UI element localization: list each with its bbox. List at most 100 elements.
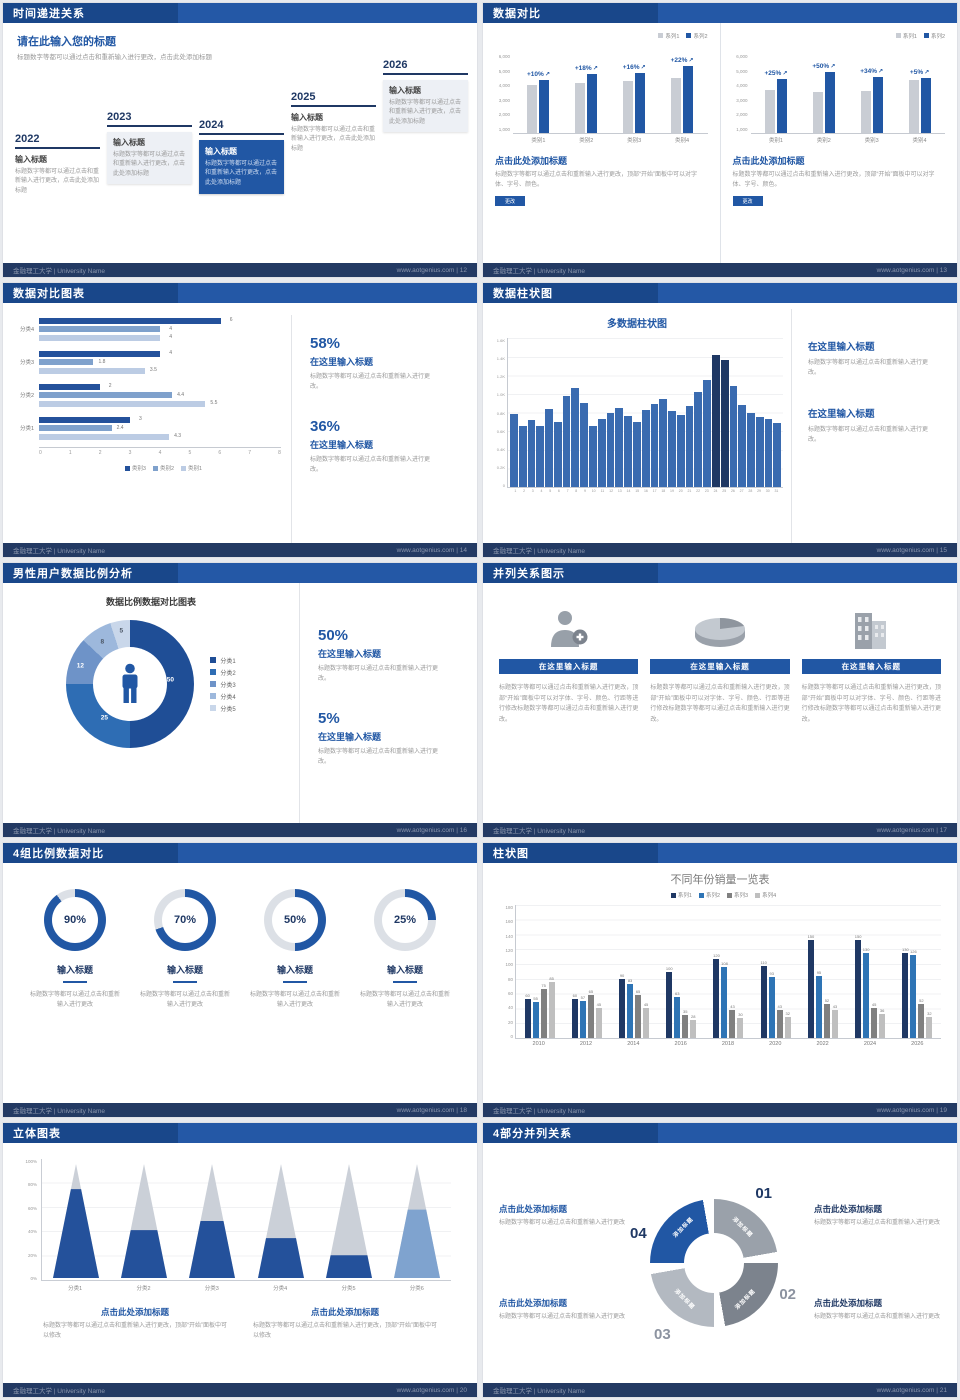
- percent-card: 25% 输入标题 标题数字等都可以通过点击和重新输入进行更改: [355, 889, 455, 1103]
- slide-title: 4部分并列关系: [493, 1128, 573, 1140]
- bar-chart: 1.6K 1.4K 1.2K 1.0K 0.8K 0.6K 0.4K 0.2K 0: [491, 338, 783, 488]
- x-tick-label: 11: [600, 489, 605, 493]
- x-tick-label: 3: [128, 450, 132, 456]
- slide-header: 数据对比: [483, 3, 957, 23]
- footer-university: 金融理工大学 | University Name: [493, 268, 585, 275]
- bar-column: 90: [619, 973, 626, 1038]
- legend-item: 系列4: [755, 891, 776, 899]
- slide-footer: 金融理工大学 | University Name www.aotgenius.c…: [3, 1103, 477, 1117]
- bar: [721, 967, 728, 1038]
- x-tick-label: 23: [704, 489, 709, 493]
- bar: [527, 419, 536, 487]
- y-tick-label: 1,000: [736, 126, 748, 132]
- bar: [703, 379, 711, 487]
- x-tick-label: 2: [523, 489, 526, 493]
- category-row: 分类3 4 1.8 3.5: [13, 348, 281, 376]
- slide-body: 请在此输入您的标题 标题数字等都可以通过点击和重新输入进行更改，点击此处添加标题…: [3, 23, 477, 263]
- column-desc: 标题数字等都可以通过点击和重新输入进行更改，顶部“开始”面板中可以对字体、字号、…: [499, 685, 639, 723]
- x-tick-label: 2010: [532, 1041, 545, 1047]
- bar-group: +22%↗: [661, 57, 704, 133]
- growth-label: +22%↗: [670, 57, 694, 64]
- arrow-up-icon: ↗: [878, 69, 884, 75]
- slide-footer: 金融理工大学 | University Name www.aotgenius.c…: [3, 263, 477, 277]
- legend-label: 分类3: [220, 682, 236, 689]
- ring: [650, 1199, 778, 1327]
- x-axis: 2010 2012 2014 2016 2018 2020 2022 2024 2026: [515, 1039, 941, 1047]
- column-desc: 标题数字等都可以通过点击和重新输入进行更改，顶部“开始”面板中可以对字体、字号、…: [801, 685, 941, 723]
- y-tick-label: 140: [505, 933, 513, 939]
- bar-column: 110: [760, 960, 767, 1038]
- footer-university: 金融理工大学 | University Name: [13, 268, 105, 275]
- column-heading-banner: 在这里输入标题: [650, 659, 790, 674]
- slide-header: 立体图表: [3, 1123, 477, 1143]
- bar-column: 83: [627, 978, 634, 1038]
- slide-header: 4组比例数据对比: [3, 843, 477, 863]
- bar: [910, 955, 917, 1038]
- bar: 4.3: [39, 433, 181, 440]
- category-label: 分类2: [19, 393, 34, 399]
- cone-shape: [53, 1164, 100, 1278]
- arrow-up-icon: ↗: [544, 72, 550, 78]
- y-tick-label: 0.8K: [496, 410, 505, 416]
- legend: 系列1 系列2: [495, 31, 708, 40]
- bar-column: 35: [682, 1009, 689, 1038]
- bar-group: 60 55 75 85: [524, 976, 555, 1038]
- block-desc: 标题数字等都可以通过点击和重新输入进行更改，顶部“开始”面板中可以修改: [253, 1323, 437, 1339]
- chart-title: 多数据柱状图: [607, 319, 667, 330]
- value-label: 60: [525, 993, 530, 998]
- slide-footer: 金融理工大学 | University Name www.aotgenius.c…: [3, 1383, 477, 1397]
- slide-title: 柱状图: [493, 848, 529, 860]
- slide-title: 时间递进关系: [13, 8, 85, 20]
- y-tick-label: 80: [507, 976, 513, 982]
- more-button[interactable]: 更改: [495, 196, 525, 207]
- legend-item: 系列1: [670, 891, 692, 899]
- text-block: 点击此处添加标题 标题数字等都可以通过点击和重新输入进行更改，顶部“开始”面板中…: [43, 1306, 227, 1341]
- slide-footer: 金融理工大学 | University Name www.aotgenius.c…: [483, 263, 957, 277]
- segment-value: 50: [166, 676, 174, 684]
- bar: [694, 392, 703, 487]
- y-tick-label: 1.4K: [496, 356, 505, 362]
- stat-block: 36% 在这里输入标题 标题数字等都可以通过点击和重新输入进行更改。: [310, 418, 467, 475]
- value-label: 95: [816, 970, 822, 975]
- legend-swatch: [210, 681, 217, 687]
- arrow-up-icon: ↗: [640, 65, 646, 71]
- slide-body: 在这里输入标题 标题数字等都可以通过点击和重新输入进行更改，顶部“开始”面板中可…: [483, 583, 957, 823]
- slide-footer: 金融理工大学 | University Name www.aotgenius.c…: [483, 1103, 957, 1117]
- card-divider: [173, 981, 197, 983]
- slide-header: 数据柱状图: [483, 283, 957, 303]
- timeline-title: 输入标题: [291, 113, 323, 122]
- slide-body: 90% 输入标题 标题数字等都可以通过点击和重新输入进行更改 70% 输入标题 …: [3, 863, 477, 1103]
- parallel-column: 在这里输入标题 标题数字等都可以通过点击和重新输入进行更改，顶部“开始”面板中可…: [650, 601, 790, 823]
- bar: [571, 999, 578, 1038]
- parallel-column: 在这里输入标题 标题数字等都可以通过点击和重新输入进行更改，顶部“开始”面板中可…: [499, 601, 639, 823]
- bar-column: 60: [524, 993, 531, 1038]
- timeline-desc: 标题数字等都可以通过点击和重新输入进行更改，点击此处添加标题: [389, 100, 462, 125]
- bar: 6: [39, 317, 233, 324]
- bar-column: 30: [737, 1012, 744, 1038]
- value-label: 32: [785, 1011, 790, 1016]
- value-label: 75: [541, 983, 546, 988]
- value-label: 55: [533, 996, 538, 1001]
- bar-column: 95: [815, 970, 822, 1038]
- x-tick-label: 4: [540, 489, 543, 493]
- stat-heading: 在这里输入标题: [310, 357, 374, 367]
- x-tick-label: 2012: [579, 1041, 593, 1047]
- slide-16-male-ratio: 男性用户数据比例分析 数据比例数据对比图表: [2, 562, 478, 838]
- legend-swatch: [210, 657, 217, 663]
- growth-label: +16%↗: [622, 64, 646, 71]
- bars: 3 2.4 4.3: [39, 414, 281, 442]
- card-desc: 标题数字等都可以通过点击和重新输入进行更改: [359, 992, 450, 1009]
- block-heading: 点击此处添加标题: [499, 1204, 568, 1215]
- slide-body: 分类4 6 4 4 分类3 4 1.8 3.5 分类2 2 4.4 5.5 分类1 3 2.4 4.3 0 1 2 3…: [3, 303, 477, 543]
- more-button[interactable]: 更改: [732, 196, 763, 207]
- footer-university: 金融理工大学 | University Name: [493, 828, 585, 835]
- bar-group: 150 95 52 43: [807, 934, 838, 1038]
- slide-footer: 金融理工大学 | University Name www.aotgenius.c…: [483, 543, 957, 557]
- category-label: 分类4: [19, 327, 34, 333]
- bar-series-2: [872, 77, 883, 133]
- x-tick-label: 分类5: [341, 1286, 356, 1292]
- block-desc: 标题数字等都可以通过点击和重新输入进行更改，顶部“开始”面板中可以对字体、字号、…: [495, 172, 697, 188]
- stat-desc: 标题数字等都可以通过点击和重新输入进行更改。: [318, 749, 439, 765]
- slide-19-grouped-bar: 柱状图 不同年份销量一览表 系列1 系列2 系列3 系列4 180 160 140 120 1…: [482, 842, 958, 1118]
- bar-series-2: [683, 66, 694, 133]
